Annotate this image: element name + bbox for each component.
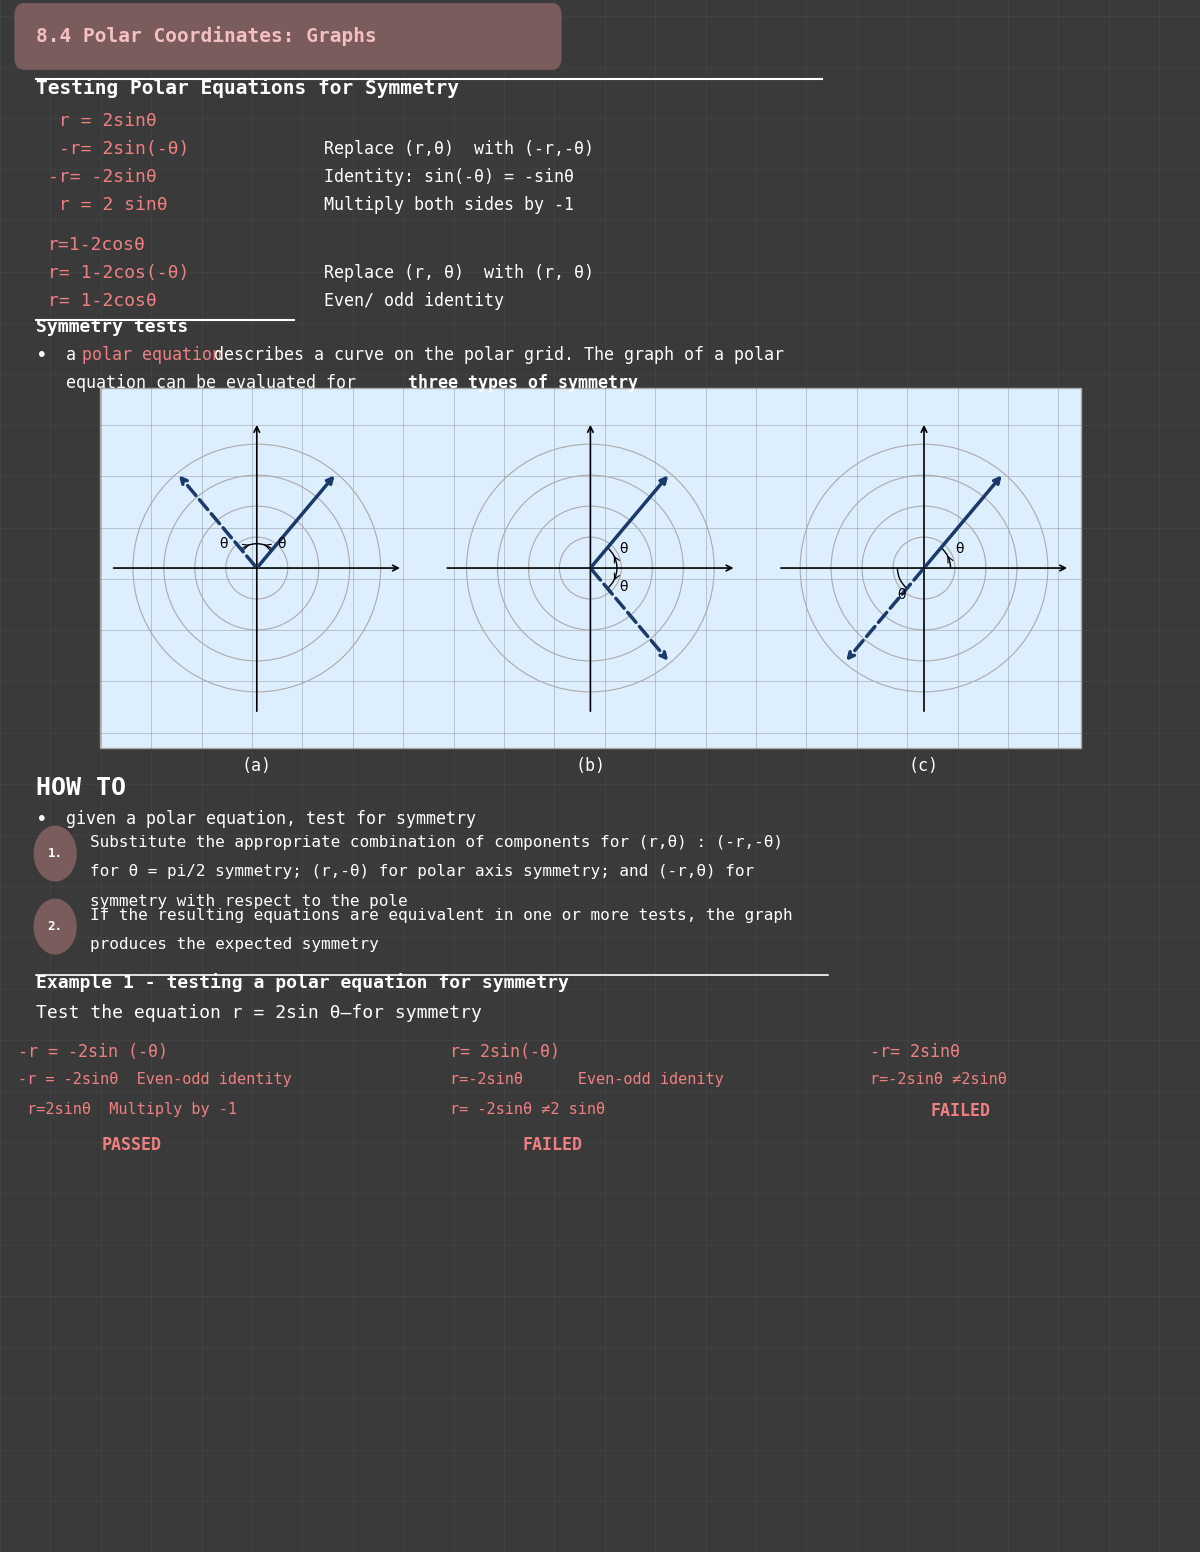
Text: Even/ odd identity: Even/ odd identity <box>324 292 504 310</box>
Text: •: • <box>36 810 48 829</box>
Text: r=-2sinθ ≠2sinθ: r=-2sinθ ≠2sinθ <box>870 1072 1007 1088</box>
Text: 1.: 1. <box>48 847 62 860</box>
Text: Substitute the appropriate combination of components for (r,θ) : (-r,-θ): Substitute the appropriate combination o… <box>90 835 784 850</box>
Text: (b): (b) <box>576 757 606 776</box>
Text: θ: θ <box>277 537 286 551</box>
Text: -r= 2sin(-θ): -r= 2sin(-θ) <box>48 140 190 158</box>
Text: HOW TO: HOW TO <box>36 776 126 799</box>
Text: θ: θ <box>955 543 964 557</box>
Text: r= 2sin(-θ): r= 2sin(-θ) <box>450 1043 560 1062</box>
Text: -r = -2sin (-θ): -r = -2sin (-θ) <box>18 1043 168 1062</box>
Text: symmetry with respect to the pole: symmetry with respect to the pole <box>90 894 408 909</box>
Text: for θ = pi/2 symmetry; (r,-θ) for polar axis symmetry; and (-r,θ) for: for θ = pi/2 symmetry; (r,-θ) for polar … <box>90 864 754 880</box>
FancyBboxPatch shape <box>14 3 562 70</box>
Text: produces the expected symmetry: produces the expected symmetry <box>90 937 379 953</box>
Text: r= 1-2cos(-θ): r= 1-2cos(-θ) <box>48 264 190 282</box>
Text: Testing Polar Equations for Symmetry: Testing Polar Equations for Symmetry <box>36 78 458 98</box>
Circle shape <box>34 826 77 882</box>
Text: r= 1-2cosθ: r= 1-2cosθ <box>48 292 157 310</box>
Text: 8.4 Polar Coordinates: Graphs: 8.4 Polar Coordinates: Graphs <box>36 26 377 47</box>
Text: -r = -2sinθ  Even-odd identity: -r = -2sinθ Even-odd identity <box>18 1072 292 1088</box>
FancyBboxPatch shape <box>100 388 1081 748</box>
Text: (a): (a) <box>242 757 272 776</box>
Text: θ: θ <box>619 543 628 557</box>
Text: (c): (c) <box>910 757 940 776</box>
Text: r= -2sinθ ≠2 sinθ: r= -2sinθ ≠2 sinθ <box>450 1102 605 1117</box>
Text: three types of symmetry: three types of symmetry <box>408 374 638 393</box>
Text: r=2sinθ  Multiply by -1: r=2sinθ Multiply by -1 <box>18 1102 238 1117</box>
Text: Replace (r, θ)  with (r, θ): Replace (r, θ) with (r, θ) <box>324 264 594 282</box>
Text: a: a <box>66 346 86 365</box>
Text: •: • <box>36 346 48 365</box>
Text: r=-2sinθ      Even-odd idenity: r=-2sinθ Even-odd idenity <box>450 1072 724 1088</box>
Text: If the resulting equations are equivalent in one or more tests, the graph: If the resulting equations are equivalen… <box>90 908 793 923</box>
Text: -r= -2sinθ: -r= -2sinθ <box>48 168 157 186</box>
Text: Example 1 - testing a polar equation for symmetry: Example 1 - testing a polar equation for… <box>36 973 569 992</box>
Text: Multiply both sides by -1: Multiply both sides by -1 <box>324 196 574 214</box>
Text: 2.: 2. <box>48 920 62 933</box>
Text: θ: θ <box>220 537 228 551</box>
Text: Symmetry tests: Symmetry tests <box>36 318 188 337</box>
Circle shape <box>34 899 77 954</box>
Text: polar equation: polar equation <box>82 346 222 365</box>
Text: r=1-2cosθ: r=1-2cosθ <box>48 236 146 255</box>
Text: -r= 2sinθ: -r= 2sinθ <box>870 1043 960 1062</box>
Text: θ: θ <box>619 579 628 593</box>
Text: FAILED: FAILED <box>522 1136 582 1155</box>
Text: Identity: sin(-θ) = -sinθ: Identity: sin(-θ) = -sinθ <box>324 168 574 186</box>
Text: θ: θ <box>898 588 906 602</box>
Text: Test the equation r = 2sin θ̶for symmetry: Test the equation r = 2sin θ̶for symmetr… <box>36 1004 482 1023</box>
Text: describes a curve on the polar grid. The graph of a polar: describes a curve on the polar grid. The… <box>214 346 784 365</box>
Text: r = 2sinθ: r = 2sinθ <box>48 112 157 130</box>
Text: FAILED: FAILED <box>930 1102 990 1121</box>
Text: PASSED: PASSED <box>102 1136 162 1155</box>
Text: Replace (r,θ)  with (-r,-θ): Replace (r,θ) with (-r,-θ) <box>324 140 594 158</box>
Text: given a polar equation, test for symmetry: given a polar equation, test for symmetr… <box>66 810 476 829</box>
Text: equation can be evaluated for: equation can be evaluated for <box>66 374 366 393</box>
Text: r = 2 sinθ: r = 2 sinθ <box>48 196 168 214</box>
